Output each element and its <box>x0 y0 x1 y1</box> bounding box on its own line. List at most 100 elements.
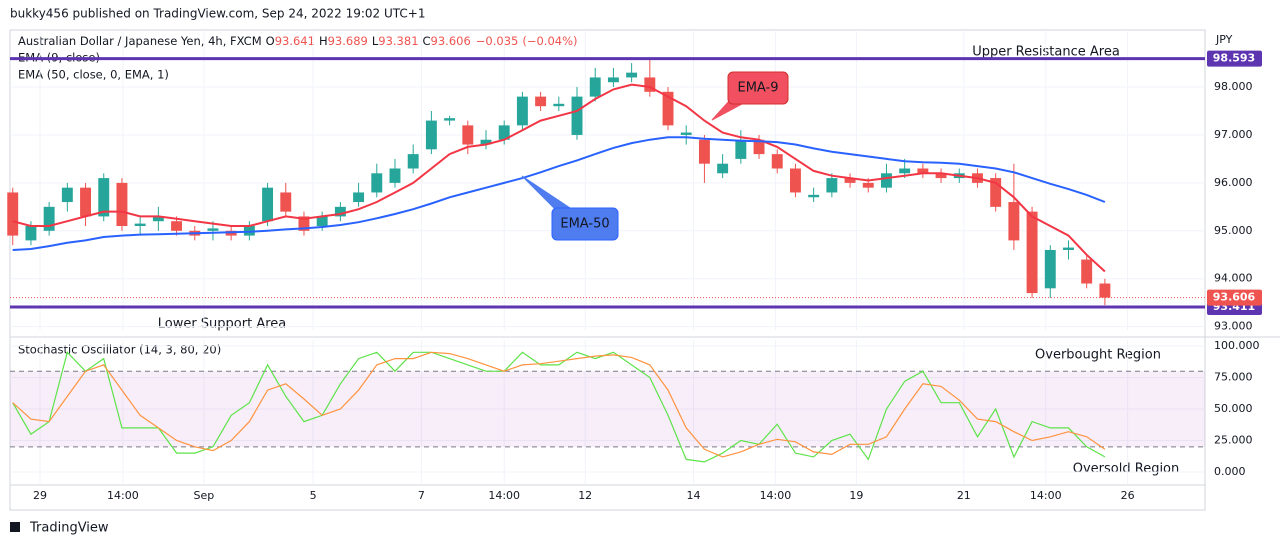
y-tick-label: 50.000 <box>1214 402 1253 415</box>
open-value: 93.641 <box>275 34 315 48</box>
candle-body <box>1026 211 1038 294</box>
footer-brand: TradingView <box>29 521 109 536</box>
candle-body <box>607 77 619 83</box>
band-fill <box>10 371 1205 447</box>
candle-body <box>407 154 419 169</box>
x-tick-label: Sep <box>193 489 214 502</box>
oversold-label: Oversold Region <box>1073 462 1180 477</box>
candle-body <box>1044 249 1056 289</box>
low-value: 93.381 <box>378 34 418 48</box>
candle-body <box>298 216 310 231</box>
x-tick-label: 26 <box>1121 489 1135 502</box>
support-label: Lower Support Area <box>158 317 287 332</box>
y-tick-label: 94.000 <box>1214 272 1253 285</box>
candle-body <box>371 173 383 193</box>
callout-box <box>551 207 619 241</box>
candle-body <box>1008 202 1020 241</box>
y-tick-label: 0.000 <box>1214 465 1246 478</box>
candle-body <box>243 226 255 236</box>
callout-text: EMA-9 <box>738 81 779 96</box>
candle-body <box>698 139 710 164</box>
y-tick-label: 98.000 <box>1214 80 1253 93</box>
candle-body <box>626 72 638 78</box>
level-price-label: 98.593 <box>1213 52 1255 65</box>
last-price-label: 93.606 <box>1213 291 1256 304</box>
x-tick-label: 19 <box>849 489 863 502</box>
close-value: 93.606 <box>431 34 471 48</box>
symbol-title: Australian Dollar / Japanese Yen, 4h, FX… <box>18 34 262 48</box>
candle-body <box>899 168 911 174</box>
high-value: 93.689 <box>328 34 368 48</box>
y-tick-label: 93.000 <box>1214 320 1253 333</box>
low-label: L <box>372 34 379 48</box>
candle-body <box>262 187 274 222</box>
candle-body <box>334 206 346 217</box>
candle-body <box>1063 247 1074 250</box>
y-tick-label: 100.000 <box>1214 339 1260 352</box>
candle-body <box>753 139 765 155</box>
candle-body <box>425 120 437 150</box>
candle-body <box>553 103 565 107</box>
candle-body <box>771 154 783 169</box>
candle-body <box>862 182 874 188</box>
y-tick-label: 95.000 <box>1214 224 1253 237</box>
candle-body <box>152 216 164 222</box>
candle-body <box>516 96 528 126</box>
x-tick-label: 14:00 <box>107 489 139 502</box>
candle-body <box>826 178 838 193</box>
candle-body <box>990 178 1002 207</box>
x-tick-label: 14 <box>687 489 701 502</box>
candle-body <box>917 168 929 174</box>
candle-body <box>498 125 510 140</box>
candle-body <box>1099 283 1111 298</box>
candle-body <box>353 192 365 203</box>
candle-body <box>589 77 601 97</box>
callout-text: EMA-50 <box>560 217 609 232</box>
plot-layer <box>7 30 1205 485</box>
candle-body <box>80 187 92 217</box>
candle-body <box>735 139 747 159</box>
x-tick-label: 14:00 <box>488 489 520 502</box>
x-tick-label: 5 <box>310 489 317 502</box>
candle-body <box>662 91 674 126</box>
candle-body <box>935 173 947 179</box>
last-price-box <box>1207 289 1262 306</box>
symbol-legend: Australian Dollar / Japanese Yen, 4h, FX… <box>18 34 578 48</box>
candle-body <box>444 118 456 121</box>
candle-body <box>844 178 856 183</box>
currency-label: JPY <box>1215 33 1233 46</box>
candle-body <box>535 96 547 107</box>
candle-body <box>98 178 110 217</box>
ema50-legend: EMA (50, close, 0, EMA, 1) <box>18 68 169 82</box>
candle-body <box>571 96 583 135</box>
high-label: H <box>319 34 328 48</box>
candle-body <box>116 182 128 227</box>
header-title: bukky456 published on TradingView.com, S… <box>10 7 426 21</box>
x-tick-label: 14:00 <box>1030 489 1062 502</box>
series-line <box>12 351 1106 463</box>
change-percent: (−0.04%) <box>522 34 577 48</box>
overbought-label: Overbought Region <box>1035 348 1161 363</box>
callout-box <box>727 71 789 105</box>
series-line <box>12 83 1106 273</box>
y-tick-label: 75.000 <box>1214 371 1253 384</box>
candle-body <box>61 187 73 203</box>
y-tick-label: 96.000 <box>1214 176 1253 189</box>
candle-body <box>1081 259 1093 284</box>
stoch-title: Stochastic Oscillator (14, 3, 80, 20) <box>18 343 221 357</box>
candle-body <box>389 168 401 183</box>
candle-body <box>316 216 328 227</box>
x-tick-label: 21 <box>957 489 971 502</box>
x-tick-label: 12 <box>578 489 592 502</box>
change-value: −0.035 <box>476 34 519 48</box>
series-line <box>12 136 1106 251</box>
open-label: O <box>266 34 275 48</box>
level-price-box <box>1207 50 1262 67</box>
candle-body <box>134 223 146 227</box>
close-label: C <box>423 34 431 48</box>
candle-body <box>480 139 492 145</box>
candle-body <box>717 163 729 174</box>
x-tick-label: 29 <box>33 489 47 502</box>
y-tick-label: 97.000 <box>1214 128 1253 141</box>
